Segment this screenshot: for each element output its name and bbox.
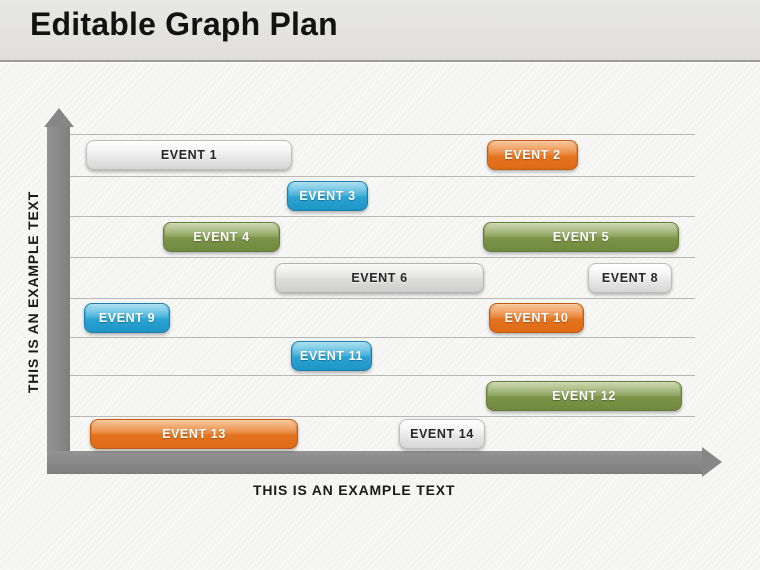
event-bar[interactable]: EVENT 9 [84, 302, 170, 333]
x-axis [47, 451, 702, 474]
event-bar[interactable]: EVENT 3 [287, 181, 368, 211]
gridline [70, 298, 695, 299]
y-axis-arrow-icon [44, 108, 74, 127]
x-axis-label: THIS IS AN EXAMPLE TEXT [253, 482, 456, 498]
gridline [70, 337, 695, 338]
event-label: EVENT 3 [299, 189, 356, 203]
event-label: EVENT 5 [552, 229, 610, 244]
event-bar[interactable]: EVENT 4 [163, 221, 280, 252]
gridline [70, 416, 695, 417]
event-label: EVENT 1 [160, 148, 218, 162]
x-axis-arrow-icon [702, 447, 722, 477]
event-label: EVENT 11 [299, 349, 364, 363]
gridline [70, 375, 695, 376]
event-bar[interactable]: EVENT 5 [483, 221, 679, 252]
event-bar[interactable]: EVENT 2 [487, 140, 578, 170]
event-label: EVENT 4 [193, 229, 250, 244]
event-bar[interactable]: EVENT 12 [486, 380, 682, 411]
event-bar[interactable]: EVENT 13 [90, 418, 298, 449]
event-label: EVENT 2 [504, 148, 561, 162]
gridline [70, 257, 695, 258]
gridline [70, 134, 695, 135]
event-bar[interactable]: EVENT 1 [86, 140, 292, 170]
gridline [70, 176, 695, 177]
event-label: EVENT 10 [504, 310, 569, 325]
y-axis-label: THIS IS AN EXAMPLE TEXT [25, 190, 41, 394]
event-label: EVENT 12 [552, 388, 616, 403]
event-bar[interactable]: EVENT 11 [291, 341, 372, 371]
event-label: EVENT 6 [351, 270, 408, 285]
event-label: EVENT 14 [410, 426, 474, 441]
event-label: EVENT 13 [162, 426, 226, 441]
slide-title: Editable Graph Plan [30, 6, 338, 42]
event-bar[interactable]: EVENT 8 [588, 262, 672, 293]
event-bar[interactable]: EVENT 14 [399, 418, 485, 449]
slide-header: Editable Graph Plan [0, 0, 760, 62]
event-label: EVENT 8 [601, 270, 659, 285]
event-bar[interactable]: EVENT 6 [275, 262, 484, 293]
event-bar[interactable]: EVENT 10 [489, 302, 584, 333]
event-label: EVENT 9 [98, 310, 156, 325]
gridline [70, 216, 695, 217]
y-axis [47, 126, 70, 474]
